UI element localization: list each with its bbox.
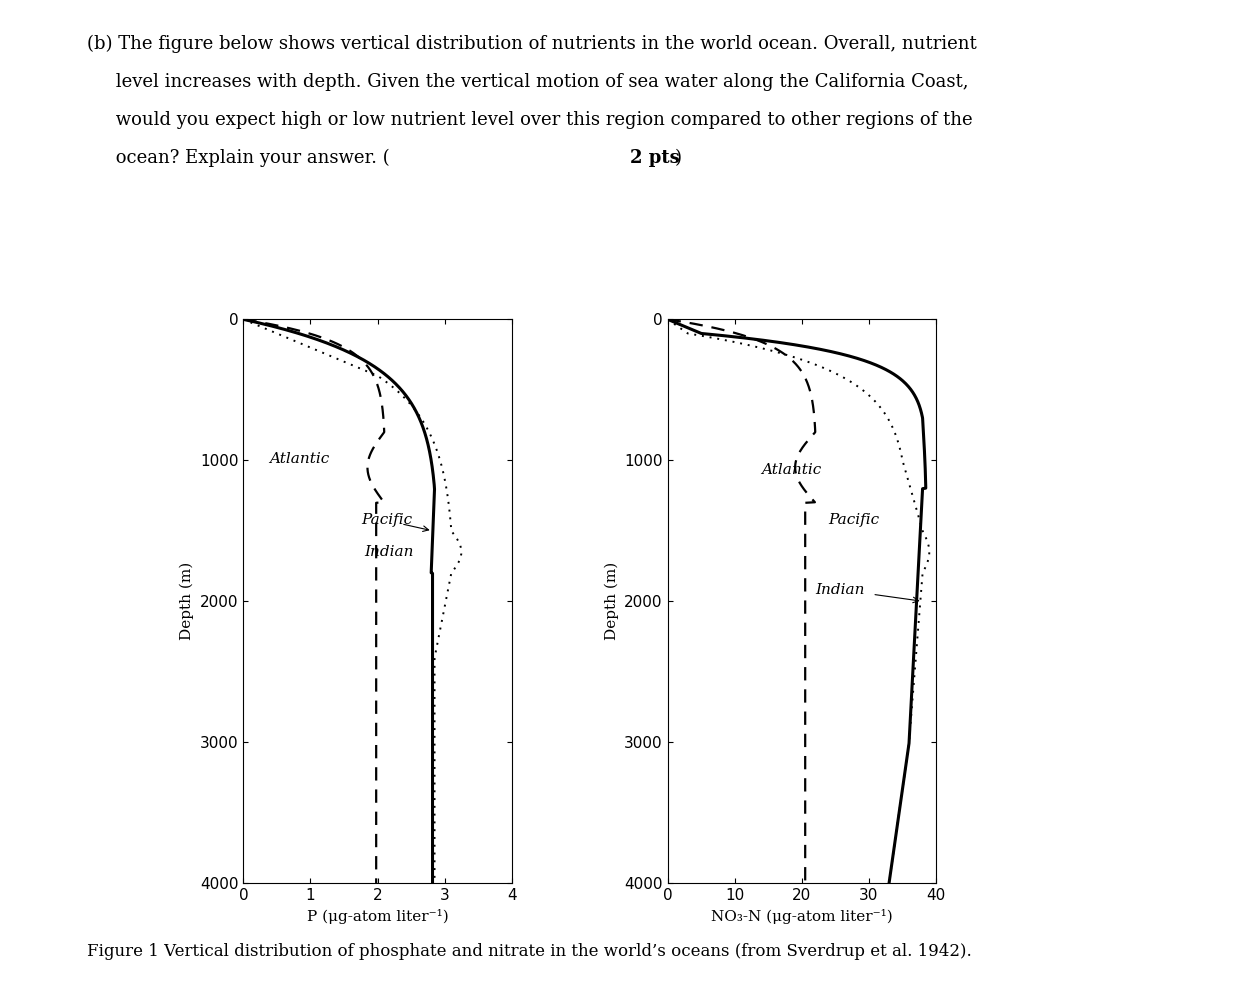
Text: Figure 1 Vertical distribution of phosphate and nitrate in the world’s oceans (f: Figure 1 Vertical distribution of phosph… <box>87 943 972 960</box>
X-axis label: P (μg-atom liter⁻¹): P (μg-atom liter⁻¹) <box>307 908 448 923</box>
Text: ): ) <box>675 149 683 167</box>
Y-axis label: Depth (m): Depth (m) <box>180 562 195 641</box>
Y-axis label: Depth (m): Depth (m) <box>604 562 619 641</box>
Text: ocean? Explain your answer. (: ocean? Explain your answer. ( <box>87 149 391 167</box>
Text: Atlantic: Atlantic <box>268 452 329 466</box>
Text: Atlantic: Atlantic <box>761 463 822 477</box>
Text: Pacific: Pacific <box>361 513 412 527</box>
Text: level increases with depth. Given the vertical motion of sea water along the Cal: level increases with depth. Given the ve… <box>87 73 968 91</box>
Text: (b) The figure below shows vertical distribution of nutrients in the world ocean: (b) The figure below shows vertical dist… <box>87 35 977 53</box>
Text: Indian: Indian <box>364 545 413 559</box>
Text: would you expect high or low nutrient level over this region compared to other r: would you expect high or low nutrient le… <box>87 111 973 129</box>
Text: Pacific: Pacific <box>829 513 880 527</box>
X-axis label: NO₃-N (μg-atom liter⁻¹): NO₃-N (μg-atom liter⁻¹) <box>711 908 892 923</box>
Text: 2 pts: 2 pts <box>630 149 680 167</box>
Text: Indian: Indian <box>815 583 865 597</box>
